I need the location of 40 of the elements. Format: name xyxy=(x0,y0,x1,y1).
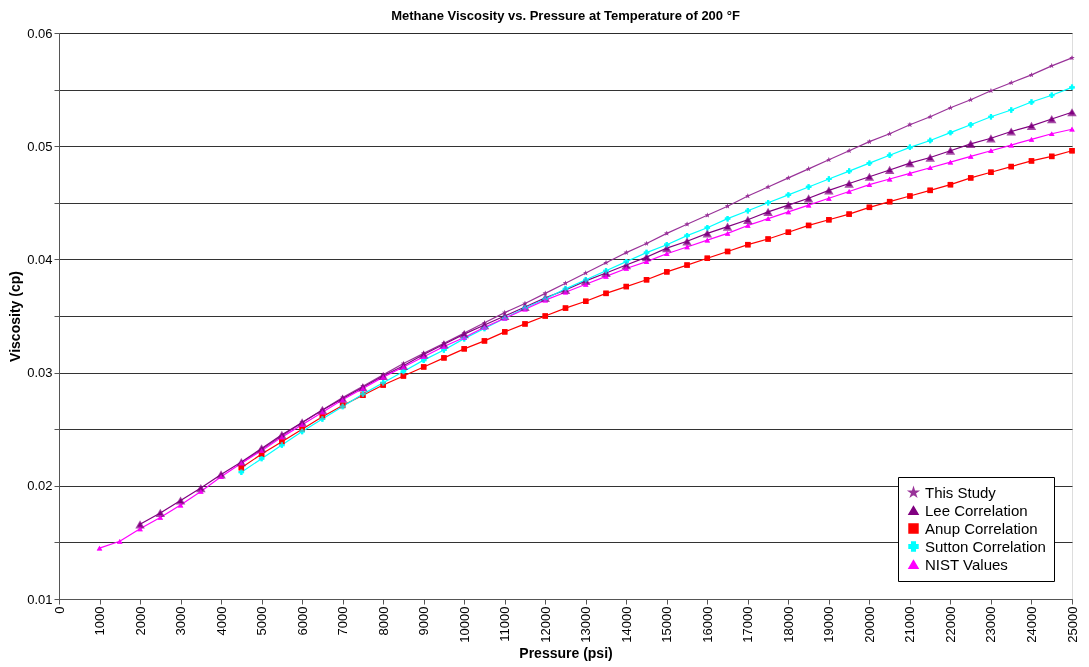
legend-label: Lee Correlation xyxy=(925,501,1028,519)
x-tick-label: 14000 xyxy=(618,606,634,643)
x-tick-label: 10000 xyxy=(456,606,472,643)
x-tick-label: 20000 xyxy=(861,606,877,643)
y-tick-label: 0.04 xyxy=(27,251,53,267)
y-tick-label: 0.03 xyxy=(27,365,53,381)
x-tick-label: 5000 xyxy=(254,606,270,636)
x-tick-label: 24000 xyxy=(1023,606,1039,643)
x-axis-title: Pressure (psi) xyxy=(519,644,613,661)
x-tick-label: 6000 xyxy=(294,606,310,636)
y-tick-label: 0.01 xyxy=(27,591,53,607)
x-tick-label: 17000 xyxy=(740,606,756,643)
x-tick-label: 3000 xyxy=(173,606,189,636)
x-tick-label: 11000 xyxy=(497,606,513,642)
legend-label: Sutton Correlation xyxy=(925,537,1046,555)
x-tick-label: 25000 xyxy=(1064,606,1080,643)
x-tick-label: 4000 xyxy=(213,606,229,636)
x-tick-label: 23000 xyxy=(983,606,999,643)
y-tick-label: 0.02 xyxy=(27,478,53,494)
legend-label: Anup Correlation xyxy=(925,519,1038,537)
y-tick-label: 0.06 xyxy=(27,25,53,41)
legend-label: This Study xyxy=(925,483,997,501)
x-tick-label: 1000 xyxy=(92,606,108,636)
x-tick-label: 0 xyxy=(51,606,67,614)
y-tick-label: 0.05 xyxy=(27,138,53,154)
x-tick-label: 16000 xyxy=(699,606,715,643)
x-tick-label: 19000 xyxy=(821,606,837,643)
x-tick-label: 8000 xyxy=(375,606,391,636)
x-tick-label: 15000 xyxy=(659,606,675,643)
x-tick-label: 21000 xyxy=(902,606,918,643)
x-tick-label: 9000 xyxy=(416,606,432,636)
y-axis-title: Viscosity (cp) xyxy=(7,271,24,362)
x-tick-label: 18000 xyxy=(780,606,796,643)
x-tick-label: 13000 xyxy=(578,606,594,643)
x-tick-label: 7000 xyxy=(335,606,351,636)
x-tick-label: 12000 xyxy=(537,606,553,643)
chart-title: Methane Viscosity vs. Pressure at Temperature of 200 °F xyxy=(391,8,740,23)
legend-label: NIST Values xyxy=(925,555,1008,573)
x-tick-label: 22000 xyxy=(942,606,958,643)
x-tick-label: 2000 xyxy=(132,606,148,636)
